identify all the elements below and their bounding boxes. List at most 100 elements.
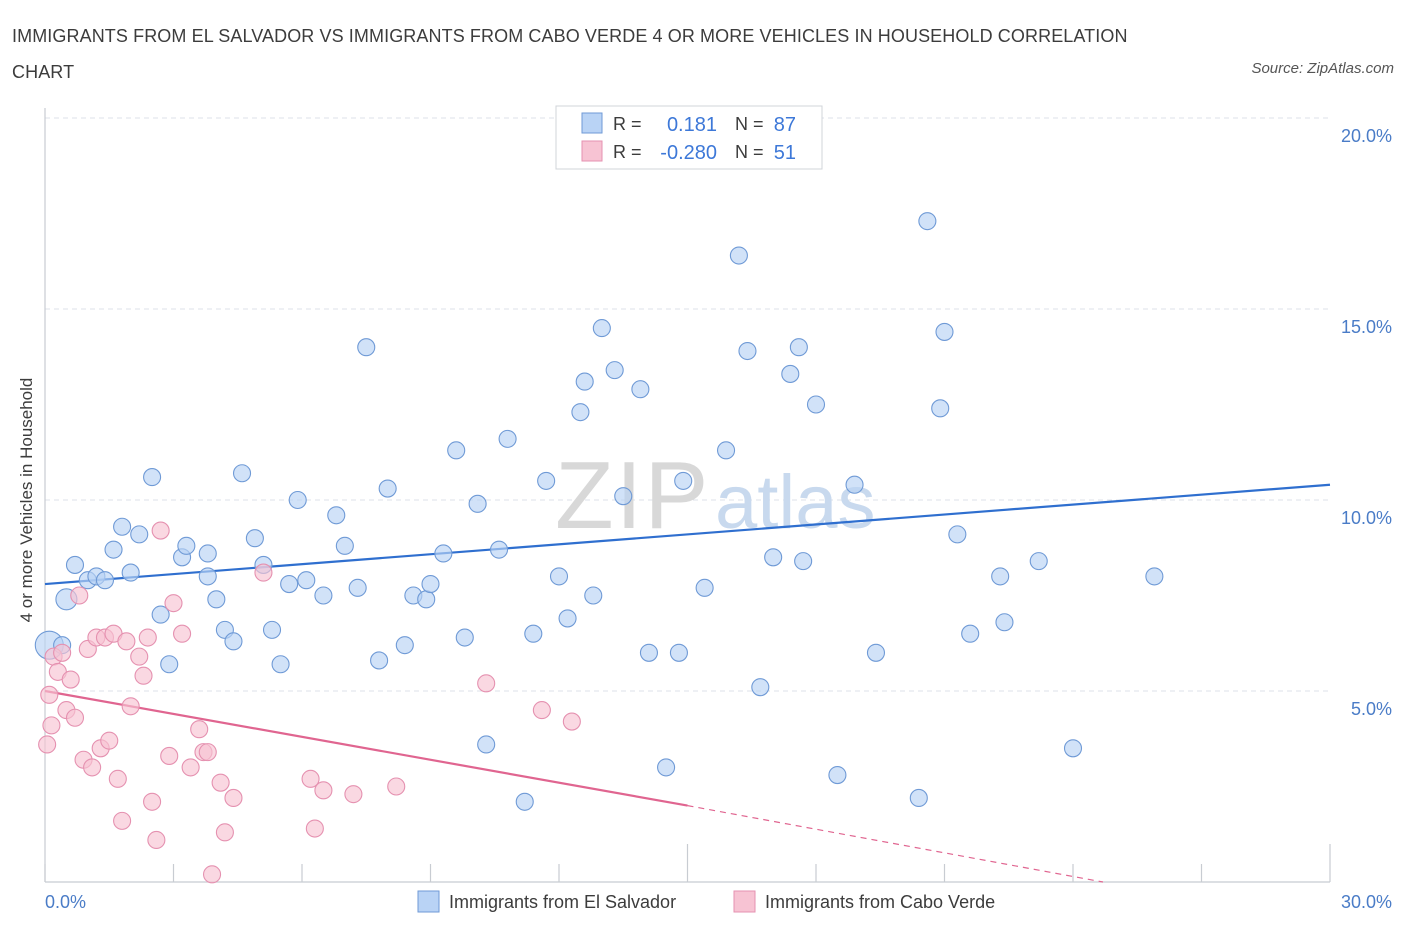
point-el-salvador — [764, 548, 783, 567]
point-el-salvador — [1029, 552, 1048, 571]
x-tick-label-max: 30.0% — [1341, 892, 1392, 912]
point-cabo-verde — [121, 697, 140, 716]
point-cabo-verde — [562, 712, 581, 731]
trend-line-cabo-verde-extension — [687, 805, 1104, 883]
point-el-salvador — [232, 464, 252, 483]
legend: Immigrants from El Salvador Immigrants f… — [417, 890, 995, 913]
point-cabo-verde — [224, 788, 243, 808]
point-cabo-verde — [151, 521, 170, 540]
point-cabo-verde — [108, 769, 127, 788]
point-el-salvador — [789, 338, 808, 357]
point-el-salvador — [104, 540, 123, 559]
point-el-salvador — [335, 536, 354, 555]
point-cabo-verde — [113, 811, 132, 830]
point-cabo-verde — [164, 594, 183, 613]
point-el-salvador — [991, 567, 1010, 586]
point-el-salvador — [95, 571, 115, 590]
point-cabo-verde — [477, 674, 496, 693]
point-el-salvador — [1145, 567, 1164, 586]
y-tick-label: 15.0% — [1341, 317, 1392, 337]
point-cabo-verde — [198, 743, 217, 762]
stats-r-label-2: R = — [613, 142, 642, 162]
stats-swatch-cabo-verde — [581, 140, 603, 162]
point-el-salvador — [631, 380, 650, 399]
y-axis-title: 4 or more Vehicles in Household — [17, 378, 36, 623]
point-el-salvador — [931, 399, 950, 418]
point-el-salvador — [271, 655, 290, 674]
point-cabo-verde — [190, 720, 209, 739]
point-el-salvador — [524, 624, 543, 643]
point-el-salvador — [935, 322, 954, 341]
point-el-salvador — [477, 735, 496, 754]
point-el-salvador — [455, 628, 474, 647]
legend-swatch-cabo-verde — [733, 890, 756, 913]
stats-swatch-el-salvador — [581, 112, 603, 134]
stats-r-label-1: R = — [613, 114, 642, 134]
point-cabo-verde — [254, 563, 273, 582]
point-el-salvador — [716, 441, 736, 460]
point-el-salvador — [130, 525, 149, 544]
point-cabo-verde — [181, 758, 200, 777]
point-el-salvador — [605, 361, 624, 380]
point-cabo-verde — [143, 792, 162, 811]
watermark-zip: ZIP — [555, 442, 710, 549]
point-cabo-verde — [134, 666, 153, 685]
point-el-salvador — [447, 441, 466, 460]
point-cabo-verde — [173, 624, 192, 643]
point-cabo-verde — [53, 643, 72, 662]
point-cabo-verde — [83, 758, 102, 777]
point-cabo-verde — [130, 647, 149, 666]
point-el-salvador — [751, 678, 770, 697]
point-el-salvador — [207, 590, 226, 609]
point-el-salvador — [584, 586, 603, 605]
point-el-salvador — [198, 567, 217, 586]
stats-n-label-1: N = — [735, 114, 764, 134]
point-el-salvador — [781, 364, 800, 383]
legend-label-el-salvador: Immigrants from El Salvador — [449, 892, 676, 912]
point-el-salvador — [909, 788, 928, 808]
chart-title: IMMIGRANTS FROM EL SALVADOR VS IMMIGRANT… — [12, 26, 1128, 82]
point-el-salvador — [1063, 739, 1083, 758]
point-el-salvador — [160, 655, 179, 674]
point-cabo-verde — [387, 777, 406, 796]
point-el-salvador — [113, 517, 132, 536]
point-el-salvador — [224, 632, 243, 651]
point-el-salvador — [558, 609, 577, 628]
watermark: ZIP atlas — [555, 442, 876, 549]
data-points — [34, 212, 1164, 884]
gridlines: 5.0% 10.0% 15.0% 20.0% — [45, 117, 1392, 719]
point-el-salvador — [65, 555, 85, 574]
point-el-salvador — [297, 571, 316, 590]
point-el-salvador — [866, 643, 886, 662]
legend-label-cabo-verde: Immigrants from Cabo Verde — [765, 892, 995, 912]
y-tick-label: 5.0% — [1351, 699, 1392, 719]
point-el-salvador — [918, 212, 937, 231]
point-el-salvador — [571, 403, 590, 422]
point-el-salvador — [370, 651, 389, 670]
point-el-salvador — [669, 643, 688, 662]
point-el-salvador — [549, 567, 569, 586]
stats-n-value-2: 51 — [774, 142, 796, 164]
point-el-salvador — [806, 395, 826, 414]
y-tick-label: 10.0% — [1341, 508, 1392, 528]
point-cabo-verde — [301, 769, 320, 788]
point-cabo-verde — [532, 701, 551, 720]
point-el-salvador — [961, 624, 980, 643]
point-el-salvador — [592, 319, 611, 338]
y-tick-label: 20.0% — [1341, 126, 1392, 146]
point-el-salvador — [794, 552, 813, 571]
point-cabo-verde — [70, 586, 89, 605]
point-el-salvador — [151, 605, 170, 624]
point-el-salvador — [738, 341, 757, 361]
stats-n-value-1: 87 — [774, 114, 796, 136]
point-el-salvador — [639, 643, 659, 662]
stats-box: R = 0.181 N = 87 R = -0.280 N = 51 — [555, 105, 823, 170]
point-el-salvador — [198, 544, 217, 563]
source-credit: Source: ZipAtlas.com — [1251, 60, 1394, 77]
point-el-salvador — [280, 574, 299, 594]
point-el-salvador — [948, 525, 967, 544]
point-cabo-verde — [40, 685, 59, 704]
point-el-salvador — [498, 429, 517, 448]
point-el-salvador — [729, 246, 748, 265]
